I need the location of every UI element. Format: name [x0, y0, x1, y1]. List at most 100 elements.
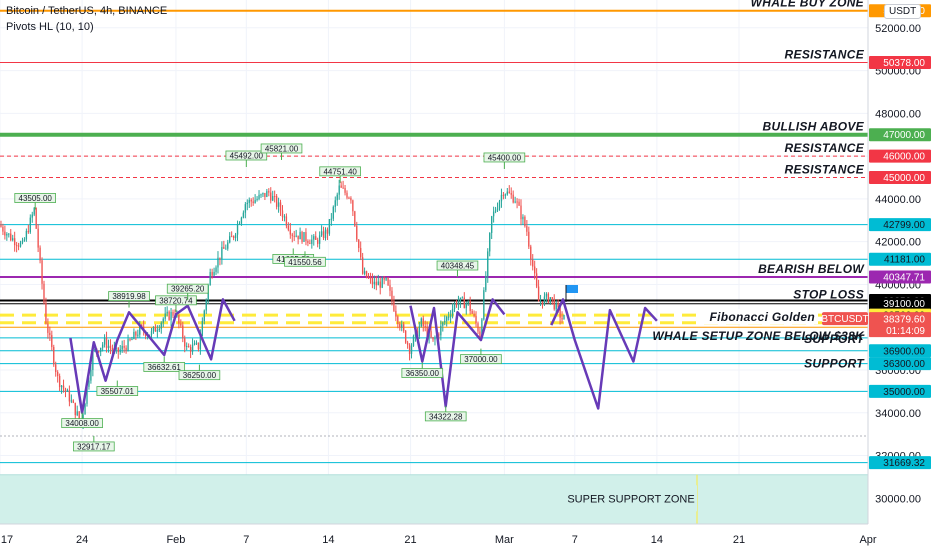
candle-body [426, 326, 428, 337]
candle-body [313, 236, 315, 240]
candle-body [444, 320, 446, 323]
candle-body [510, 193, 512, 195]
candle-body [6, 234, 8, 236]
currency-button[interactable]: USDT [884, 4, 922, 19]
chart-symbol-title: Bitcoin / TetherUS, 4h, BINANCE [6, 5, 168, 17]
candle-body [135, 331, 137, 336]
candle-body [352, 200, 354, 212]
price-tag: 46000.00 [883, 152, 925, 163]
candle-body [537, 286, 540, 302]
candle-body [186, 346, 188, 348]
candle-body [285, 216, 288, 226]
candle-body [318, 235, 321, 244]
candle-body [485, 276, 487, 291]
pivot-label: 36632.61 [148, 363, 182, 372]
pivot-label-box [460, 354, 502, 365]
candle-body [164, 313, 166, 319]
candle-body [561, 317, 563, 320]
pivot-label-box [225, 150, 268, 161]
candle-body [72, 400, 74, 403]
candle-body [367, 277, 370, 279]
level-label: WHALE BUY ZONE [751, 0, 865, 10]
candle-body [324, 229, 327, 239]
candle-body [397, 316, 399, 324]
candle-body [199, 336, 202, 350]
candle-body [195, 342, 198, 344]
candle-body [547, 293, 550, 303]
candle-body [275, 196, 278, 207]
candle-body [55, 364, 57, 372]
candle-body [530, 246, 532, 260]
y-tick-label: 44000.00 [875, 194, 921, 206]
projection-path-3 [550, 298, 658, 410]
candle-body [236, 224, 239, 235]
candle-body [342, 187, 344, 189]
candle-body [301, 232, 303, 242]
price-tag-bg [869, 55, 931, 69]
candle-body [76, 411, 78, 416]
candle-body [125, 347, 127, 351]
candle-body [512, 194, 514, 203]
pivot-label: 39265.20 [171, 285, 205, 294]
candle-body [389, 285, 391, 291]
last-price-tag-bg [869, 312, 931, 338]
candle-body [256, 198, 258, 201]
candle-body [498, 201, 501, 209]
candle-body [115, 347, 117, 349]
candle-body [35, 207, 37, 229]
pivot-label-box [14, 193, 56, 203]
level-label: RESISTANCE [785, 47, 865, 61]
candle-body [557, 302, 559, 308]
candle-body [53, 347, 55, 365]
candle-body [410, 345, 413, 354]
price-tag-bg [869, 171, 931, 185]
candle-body [492, 211, 495, 217]
candle-body [203, 310, 205, 322]
candle-body [502, 194, 505, 196]
candle-body [283, 216, 286, 218]
candle-body [127, 339, 129, 351]
level-labels: WHALE BUY ZONE RESISTANCE BULLISH ABOVE RES… [652, 0, 865, 371]
candle-body [100, 347, 102, 353]
candle-body [248, 199, 250, 203]
candle-body [33, 207, 35, 215]
pivot-label: 37000.00 [464, 355, 498, 364]
candle-body [475, 315, 477, 324]
candle-body [178, 315, 180, 324]
candle-body [483, 290, 485, 320]
candle-body [27, 230, 30, 233]
candle-body [379, 281, 381, 288]
candle-body [432, 337, 434, 340]
candle-body [449, 315, 452, 317]
x-tick-label: 7 [243, 534, 249, 546]
candle-body [420, 318, 422, 327]
price-tag: 40347.71 [883, 273, 925, 284]
candle-body [103, 337, 106, 345]
candle-body [307, 241, 309, 243]
candle-body [201, 321, 204, 336]
candle-body [258, 194, 260, 199]
candle-body [270, 192, 272, 201]
candle-body [481, 319, 483, 337]
candle-body [469, 300, 471, 311]
candle-body [8, 233, 10, 235]
pivot-label: 34322.28 [429, 412, 463, 421]
candle-body [232, 236, 235, 238]
candle-body [489, 232, 491, 252]
candle-body [211, 272, 213, 276]
candle-body [86, 386, 88, 404]
candle-body [221, 247, 223, 260]
candle-body [227, 242, 229, 249]
pivot-label: 36350.00 [406, 369, 440, 378]
candle-body [477, 323, 479, 332]
candle-body [111, 347, 114, 351]
candle-body [62, 385, 65, 389]
candle-body [506, 191, 508, 195]
candle-body [332, 206, 334, 219]
candle-body [213, 271, 215, 276]
candle-body [459, 297, 462, 303]
candle-body [303, 232, 305, 242]
candle-body [131, 339, 133, 341]
pivot-label: 41550.56 [288, 258, 322, 267]
